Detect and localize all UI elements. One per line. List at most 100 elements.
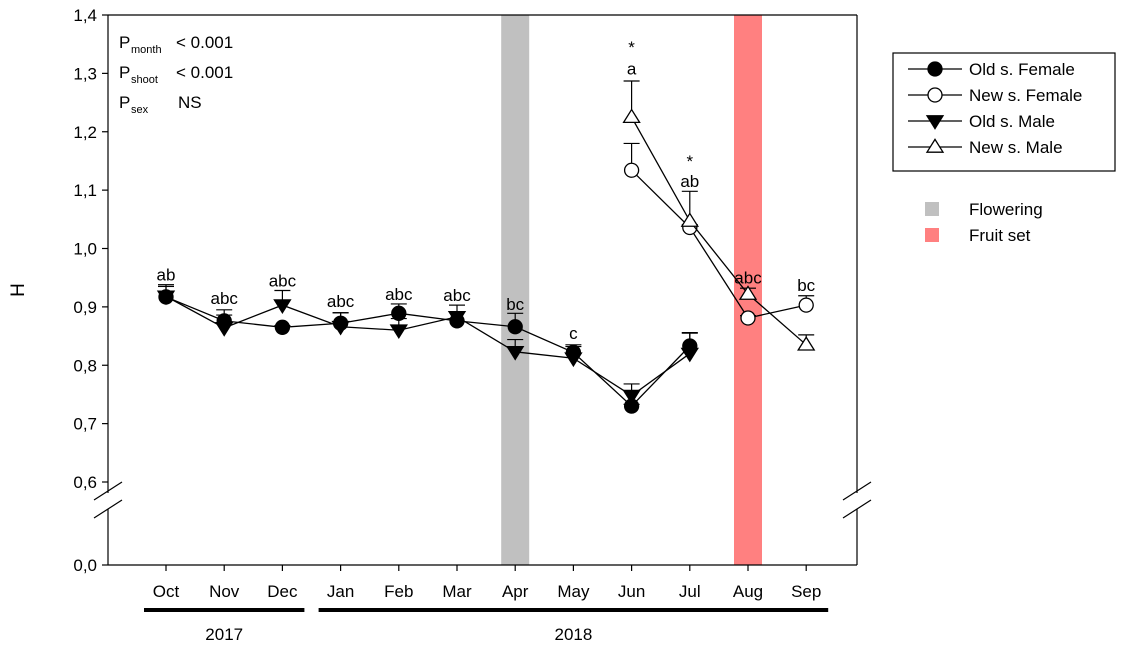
shade-legend-label: Fruit set — [969, 226, 1031, 245]
x-tick-label: Nov — [209, 582, 240, 601]
data-point — [623, 162, 640, 178]
data-point — [215, 322, 234, 337]
x-tick-label: Jun — [618, 582, 645, 601]
letter-label: abc — [734, 269, 762, 288]
x-tick-label: Sep — [791, 582, 821, 601]
data-point — [507, 319, 523, 335]
data-point — [389, 324, 408, 340]
shade-legend-swatch — [925, 228, 939, 242]
legend-marker — [925, 138, 945, 153]
legend-marker — [927, 61, 943, 77]
letter-label: a — [627, 60, 637, 79]
stat-p: P — [119, 63, 130, 82]
year-label: 2018 — [554, 625, 592, 644]
data-point — [273, 299, 292, 314]
legend-label: Old s. Female — [969, 60, 1075, 79]
series-old-s-male — [156, 284, 699, 405]
stat-subscript: sex — [131, 104, 149, 116]
letter-label: ab — [680, 172, 699, 191]
legend-marker — [927, 87, 943, 103]
y-tick-label: 0,0 — [73, 556, 97, 575]
series-line — [165, 295, 691, 397]
letter-label: abc — [443, 286, 471, 305]
y-tick-label: 1,3 — [73, 64, 97, 83]
legend-marker — [925, 115, 945, 130]
data-point — [740, 310, 756, 326]
year-bar — [318, 608, 829, 612]
legend-label: New s. Male — [969, 138, 1063, 157]
year-label: 2017 — [205, 625, 243, 644]
data-point — [506, 345, 525, 361]
stat-value: NS — [178, 93, 202, 112]
y-tick-label: 1,2 — [73, 123, 97, 142]
x-tick-label: Mar — [442, 582, 472, 601]
series-new-s-female — [623, 142, 815, 326]
letter-label: abc — [269, 271, 297, 290]
y-tick-label: 0,8 — [73, 356, 97, 375]
letter-label: bc — [797, 276, 815, 295]
data-point — [564, 352, 583, 368]
right-break-mark — [842, 481, 872, 501]
x-tick-label: Oct — [153, 582, 180, 601]
data-point — [156, 290, 176, 306]
y-tick-label: 1,4 — [73, 6, 97, 25]
data-point — [274, 319, 291, 335]
stat-subscript: shoot — [131, 74, 158, 86]
asterisk-label: * — [686, 152, 693, 171]
letter-label: ab — [157, 266, 176, 285]
x-tick-label: May — [557, 582, 590, 601]
shade-legend: Flowering Fruit set — [925, 200, 1043, 245]
y-tick-label: 0,6 — [73, 473, 97, 492]
stat-value: < 0.001 — [176, 63, 233, 82]
y-axis-label: H — [8, 283, 29, 297]
significance-letters: ab abc abc abc abc abc bc c a ab abc bc * * — [157, 38, 816, 343]
y-tick-label: 0,7 — [73, 415, 97, 434]
legend: Old s. Female New s. Female Old s. Male New… — [892, 52, 1116, 172]
data-point — [680, 347, 699, 363]
legend-label: New s. Female — [969, 86, 1082, 105]
y-tick-label: 0,9 — [73, 298, 97, 317]
series-layer — [156, 80, 816, 414]
axes: 0,0 0,6 0,7 0,8 0,9 1,0 1,1 1,2 1,3 1,4 H Oct Nov Dec… — [8, 6, 872, 644]
letter-label: c — [569, 324, 578, 343]
stat-value: < 0.001 — [176, 33, 233, 52]
asterisk-label: * — [628, 38, 635, 57]
right-break-mark — [842, 499, 872, 519]
data-point — [622, 108, 641, 124]
letter-label: bc — [506, 295, 524, 314]
letter-label: abc — [327, 292, 355, 311]
x-tick-label: Feb — [384, 582, 413, 601]
shade-flowering — [501, 15, 530, 565]
x-tick-label: Apr — [502, 582, 529, 601]
x-tick-label: Jan — [327, 582, 354, 601]
data-point — [798, 297, 814, 313]
left-break-mark — [93, 481, 123, 501]
y-tick-label: 1,0 — [73, 240, 97, 259]
left-break-mark — [93, 499, 123, 519]
letter-label: abc — [385, 285, 413, 304]
x-tick-label: Dec — [267, 582, 298, 601]
stat-subscript: month — [131, 44, 162, 56]
data-point — [738, 285, 758, 300]
shade-legend-label: Flowering — [969, 200, 1043, 219]
stat-p: P — [119, 93, 130, 112]
data-point — [447, 310, 467, 326]
x-tick-label: Jul — [679, 582, 701, 601]
x-tick-label: Aug — [733, 582, 763, 601]
series-line — [165, 296, 691, 408]
stat-p: P — [119, 33, 130, 52]
shade-legend-swatch — [925, 202, 939, 216]
series-old-s-female — [158, 285, 698, 414]
series-new-s-male — [622, 80, 816, 351]
series-line — [631, 169, 807, 319]
y-tick-label: 1,1 — [73, 181, 97, 200]
data-point — [797, 335, 816, 351]
data-point — [331, 320, 350, 336]
letter-label: abc — [210, 289, 238, 308]
data-point — [622, 389, 641, 405]
data-point — [680, 212, 699, 227]
legend-label: Old s. Male — [969, 112, 1055, 131]
year-bar — [144, 608, 305, 612]
